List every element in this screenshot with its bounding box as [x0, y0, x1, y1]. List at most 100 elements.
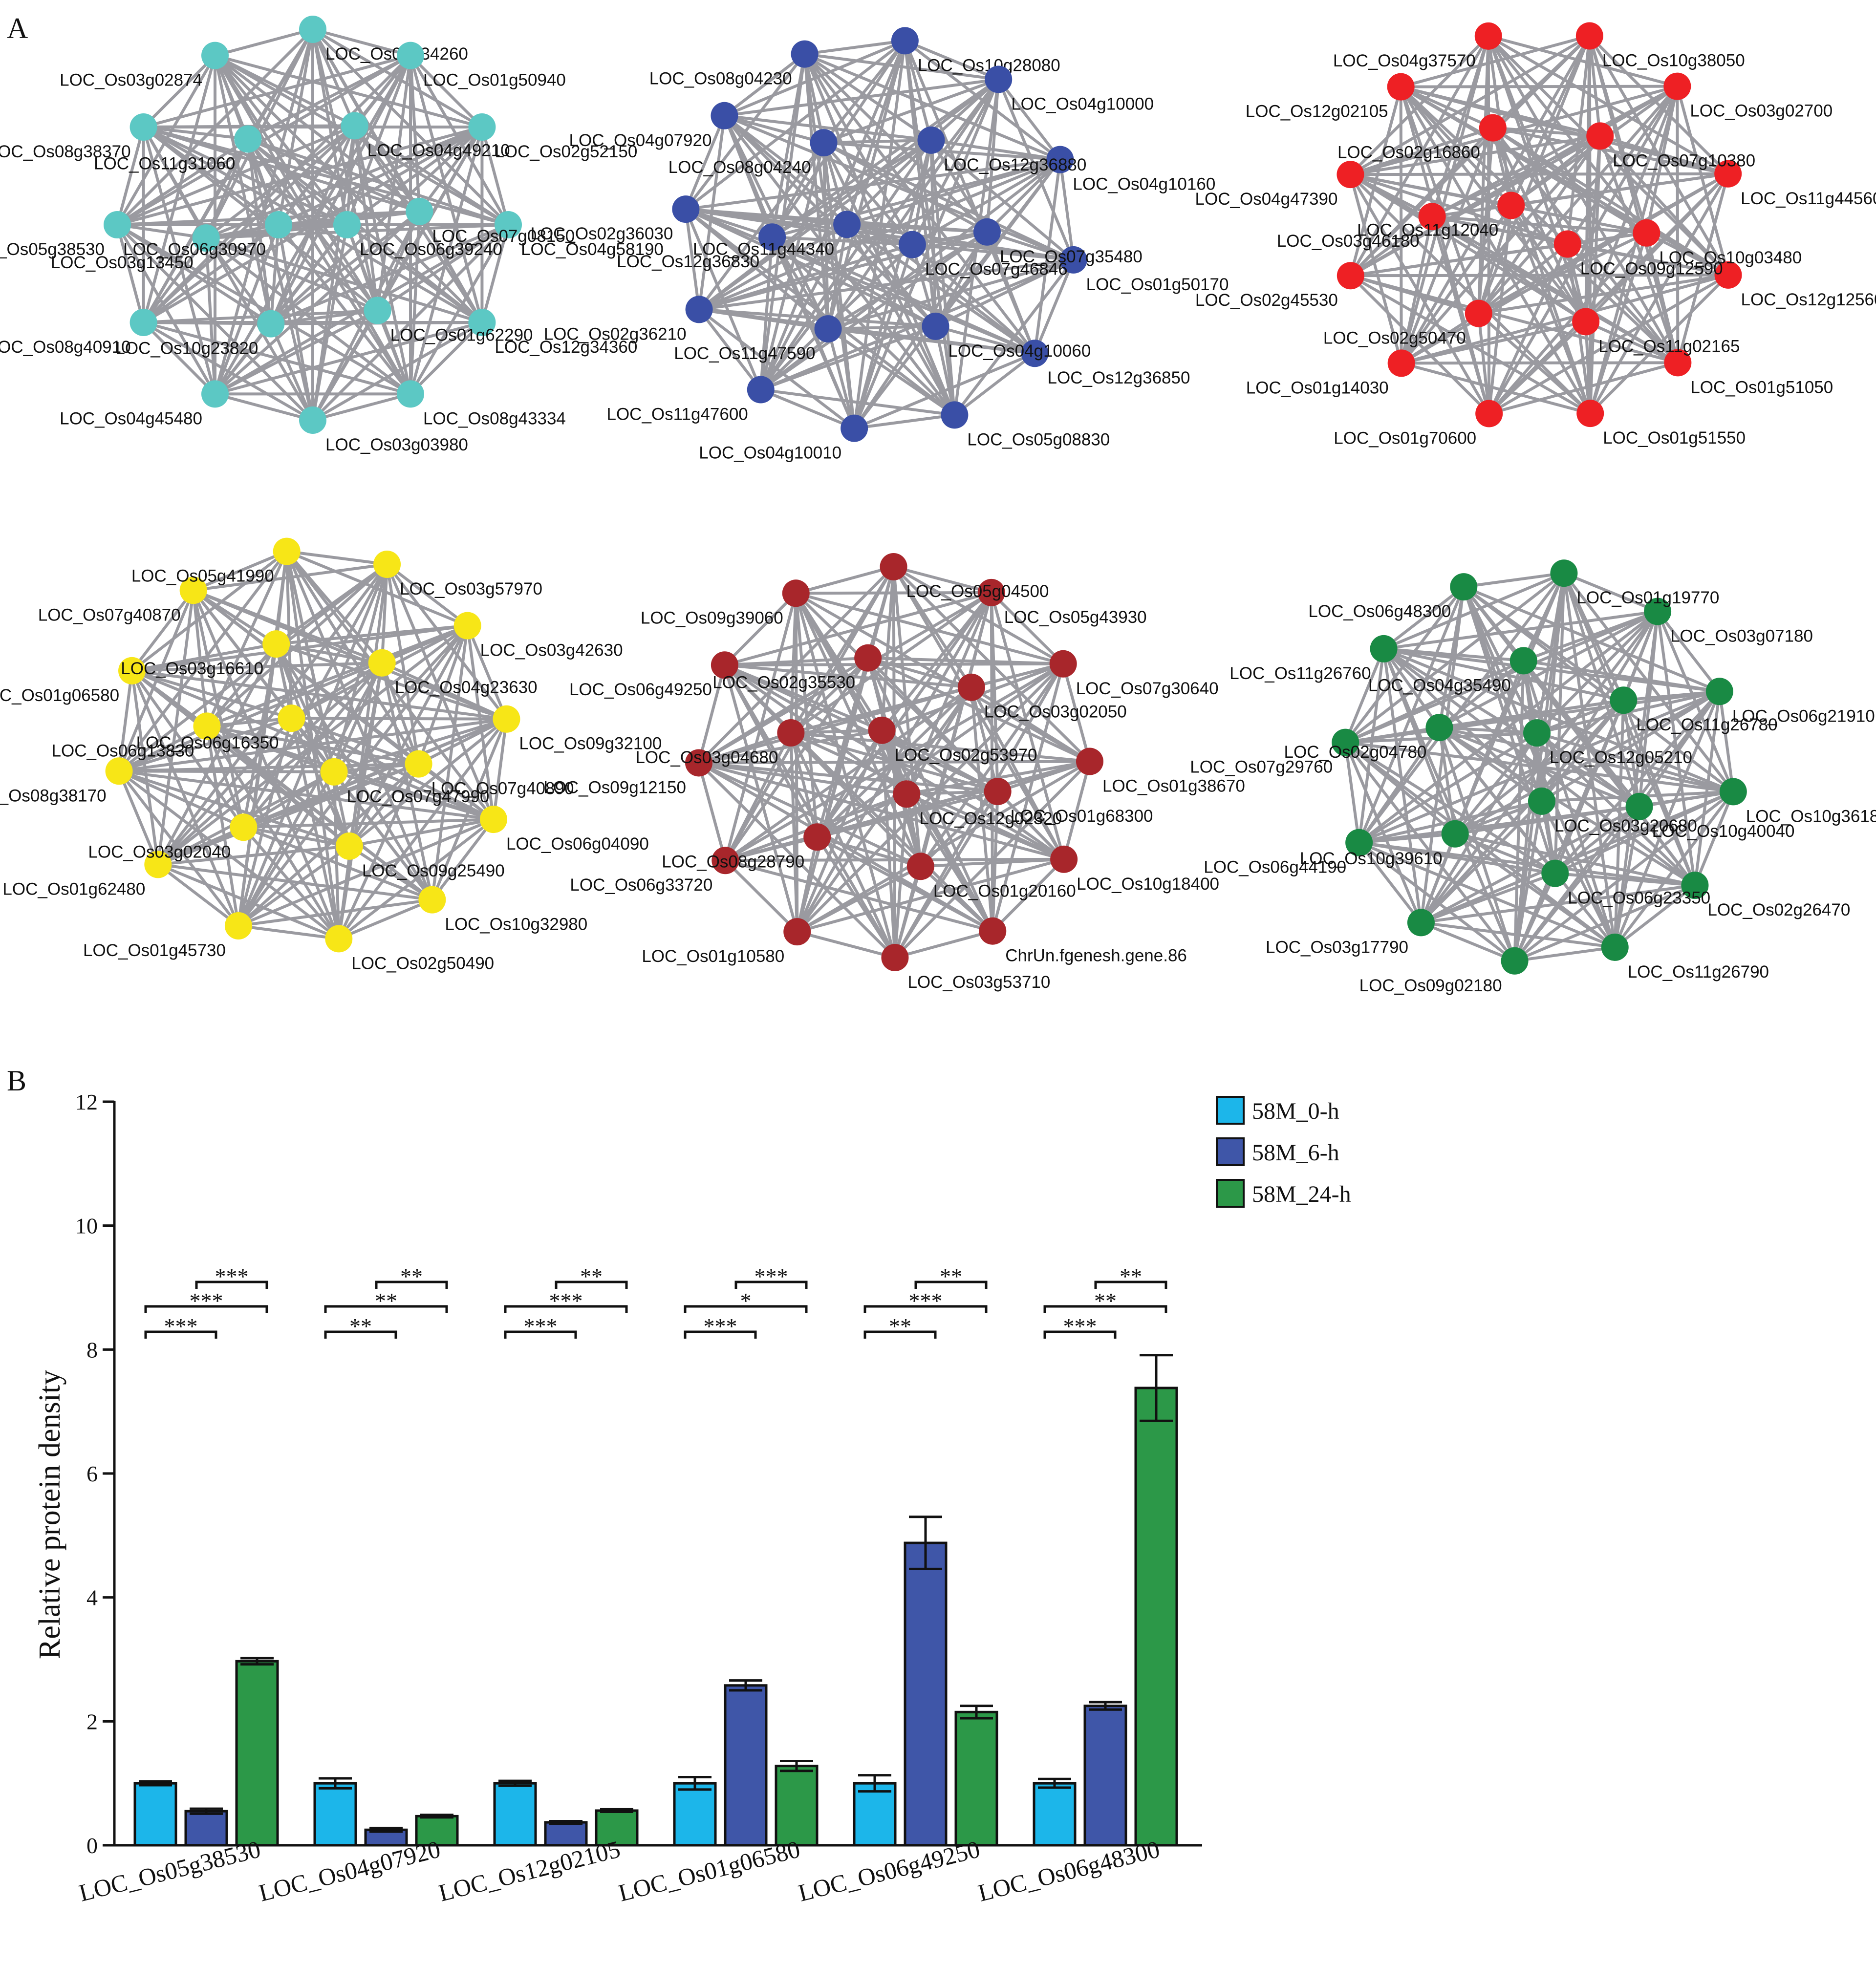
network-edge [1492, 126, 1600, 138]
network-edge [685, 208, 829, 330]
network-edge [698, 139, 932, 311]
network-edge [206, 725, 335, 773]
network-edge [1462, 586, 1538, 734]
network-edge [290, 717, 351, 847]
network-edge [1588, 35, 1729, 175]
network-node [985, 65, 1013, 93]
network-edge [867, 656, 972, 689]
significance-bracket [555, 1281, 628, 1289]
significance-label: *** [909, 1288, 943, 1313]
network-node-label: LOC_Os04g35490 [1368, 676, 1511, 695]
network-edge [759, 54, 806, 390]
network-edge [1400, 36, 1490, 364]
network-edge [1401, 273, 1729, 365]
significance-bracket [504, 1330, 577, 1339]
network-node [783, 918, 811, 946]
network-edge [157, 863, 432, 901]
network-edge [118, 770, 240, 927]
network-node-label: LOC_Os02g50470 [1323, 329, 1466, 348]
network-node [201, 380, 229, 408]
network-edge [417, 763, 495, 821]
network-edge [130, 670, 245, 829]
network-node [803, 823, 831, 851]
network-edge [215, 28, 313, 57]
network-node [1387, 73, 1415, 101]
network-edge [1350, 173, 1511, 207]
network-node [747, 376, 775, 404]
significance-label: ** [400, 1264, 423, 1289]
network-edge [246, 138, 314, 421]
network-node [479, 806, 507, 833]
y-tick-label: 12 [75, 1089, 98, 1114]
network-node-label: LOC_Os05g38530 [0, 240, 105, 259]
network-edge [1344, 742, 1361, 843]
network-node-label: LOC_Os04g10160 [1073, 175, 1215, 194]
network-edge [724, 114, 824, 145]
network-edge [237, 818, 495, 927]
network-edge [725, 835, 818, 862]
network-node-label: ChrUn.fgenesh.gene.86 [1005, 946, 1187, 965]
network-edge [685, 208, 913, 246]
network-edge [1401, 312, 1480, 364]
network-edge [1400, 216, 1434, 363]
network-node [1663, 72, 1691, 100]
network-edge [214, 54, 509, 226]
network-node [1625, 792, 1653, 820]
significance-bracket [375, 1281, 448, 1289]
network-node-label: LOC_Os03g02050 [984, 703, 1127, 722]
network-edge [311, 125, 356, 421]
significance-label: *** [704, 1314, 737, 1339]
network-edge [334, 762, 419, 773]
network-edge [905, 686, 973, 795]
network-edge [1513, 873, 1556, 962]
network-edge [1438, 726, 1556, 875]
network-edge [480, 127, 510, 225]
network-node-label: LOC_Os10g32980 [445, 915, 587, 934]
network-node [262, 630, 290, 658]
network-edge [1488, 320, 1587, 415]
network-edge [1514, 945, 1616, 962]
network-edge [846, 223, 1074, 261]
network-node [364, 297, 391, 324]
network-edge [698, 243, 913, 311]
network-edge [1400, 135, 1601, 364]
network-node [1049, 650, 1077, 678]
network-node-label: LOC_Os02g34260 [325, 44, 468, 64]
significance-bracket [504, 1305, 628, 1313]
network-node [335, 832, 363, 860]
network-node [1497, 192, 1525, 219]
network-node-label: LOC_Os06g04090 [506, 834, 649, 854]
network-edge [789, 566, 895, 734]
network-node [898, 231, 926, 258]
significance-label: *** [215, 1264, 249, 1289]
network-node-label: LOC_Os07g40890 [431, 779, 574, 798]
network-node [1705, 678, 1733, 705]
network-edge [846, 223, 1036, 355]
network-edge [142, 126, 208, 239]
significance-label: ** [375, 1288, 397, 1313]
network-edge [1062, 761, 1091, 860]
network-edge [214, 210, 421, 395]
network-edge [130, 589, 195, 672]
significance-label: * [740, 1288, 752, 1313]
network-edge [1566, 85, 1679, 245]
network-node [1523, 719, 1551, 747]
network-edge [1718, 691, 1735, 792]
network-node-label: LOC_Os06g21910 [1732, 706, 1875, 726]
bar-chart-panel-b: 024681012LOC_Os05g38530LOC_Os04g07920LOC… [33, 1089, 1351, 1907]
network-edge [990, 591, 1064, 665]
network-node [265, 211, 292, 238]
network-node [1345, 829, 1373, 856]
network-node-label: LOC_Os07g08150 [432, 227, 575, 246]
network-node [1528, 787, 1555, 815]
network-edge [285, 551, 336, 772]
network-node [711, 102, 738, 129]
network-node-label: LOC_Os03g07180 [1670, 627, 1813, 646]
network-edge [193, 589, 277, 645]
network-edge [894, 929, 993, 959]
bar [954, 1710, 998, 1847]
network-edge [698, 308, 762, 391]
network-node-label: LOC_Os08g28790 [662, 852, 804, 871]
network-edge [822, 40, 906, 144]
network-edge [789, 732, 819, 838]
